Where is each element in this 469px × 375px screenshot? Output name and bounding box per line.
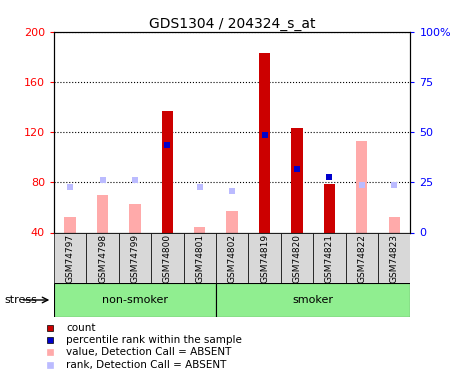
Bar bbox=[356, 141, 367, 232]
Bar bbox=[64, 217, 76, 232]
Text: rank, Detection Call = ABSENT: rank, Detection Call = ABSENT bbox=[67, 360, 227, 370]
Bar bbox=[281, 232, 313, 283]
Text: stress: stress bbox=[5, 295, 38, 305]
Bar bbox=[54, 232, 86, 283]
Bar bbox=[388, 217, 400, 232]
Bar bbox=[194, 228, 205, 232]
Text: GSM74799: GSM74799 bbox=[130, 234, 139, 283]
Bar bbox=[86, 232, 119, 283]
Text: count: count bbox=[67, 323, 96, 333]
Text: GSM74822: GSM74822 bbox=[357, 234, 366, 283]
Bar bbox=[313, 232, 346, 283]
Bar bbox=[119, 232, 151, 283]
Bar bbox=[97, 195, 108, 232]
Text: GSM74797: GSM74797 bbox=[66, 234, 75, 283]
Bar bbox=[324, 184, 335, 232]
Bar bbox=[162, 111, 173, 232]
Text: GSM74819: GSM74819 bbox=[260, 234, 269, 283]
Text: percentile rank within the sample: percentile rank within the sample bbox=[67, 335, 242, 345]
Bar bbox=[54, 283, 216, 317]
Text: GSM74823: GSM74823 bbox=[390, 234, 399, 283]
Bar bbox=[216, 232, 249, 283]
Text: GSM74802: GSM74802 bbox=[227, 234, 237, 283]
Text: non-smoker: non-smoker bbox=[102, 295, 168, 305]
Text: GSM74821: GSM74821 bbox=[325, 234, 334, 283]
Text: GSM74800: GSM74800 bbox=[163, 234, 172, 283]
Bar bbox=[129, 204, 141, 232]
Bar bbox=[151, 232, 183, 283]
Text: GSM74820: GSM74820 bbox=[293, 234, 302, 283]
Text: GSM74801: GSM74801 bbox=[195, 234, 204, 283]
Text: value, Detection Call = ABSENT: value, Detection Call = ABSENT bbox=[67, 347, 232, 357]
Bar bbox=[227, 211, 238, 232]
Bar bbox=[291, 128, 303, 232]
Bar bbox=[249, 232, 281, 283]
Bar bbox=[183, 232, 216, 283]
Bar bbox=[216, 283, 410, 317]
Title: GDS1304 / 204324_s_at: GDS1304 / 204324_s_at bbox=[149, 17, 316, 31]
Bar bbox=[259, 53, 270, 232]
Bar bbox=[378, 232, 410, 283]
Text: smoker: smoker bbox=[293, 295, 333, 305]
Bar bbox=[346, 232, 378, 283]
Text: GSM74798: GSM74798 bbox=[98, 234, 107, 283]
